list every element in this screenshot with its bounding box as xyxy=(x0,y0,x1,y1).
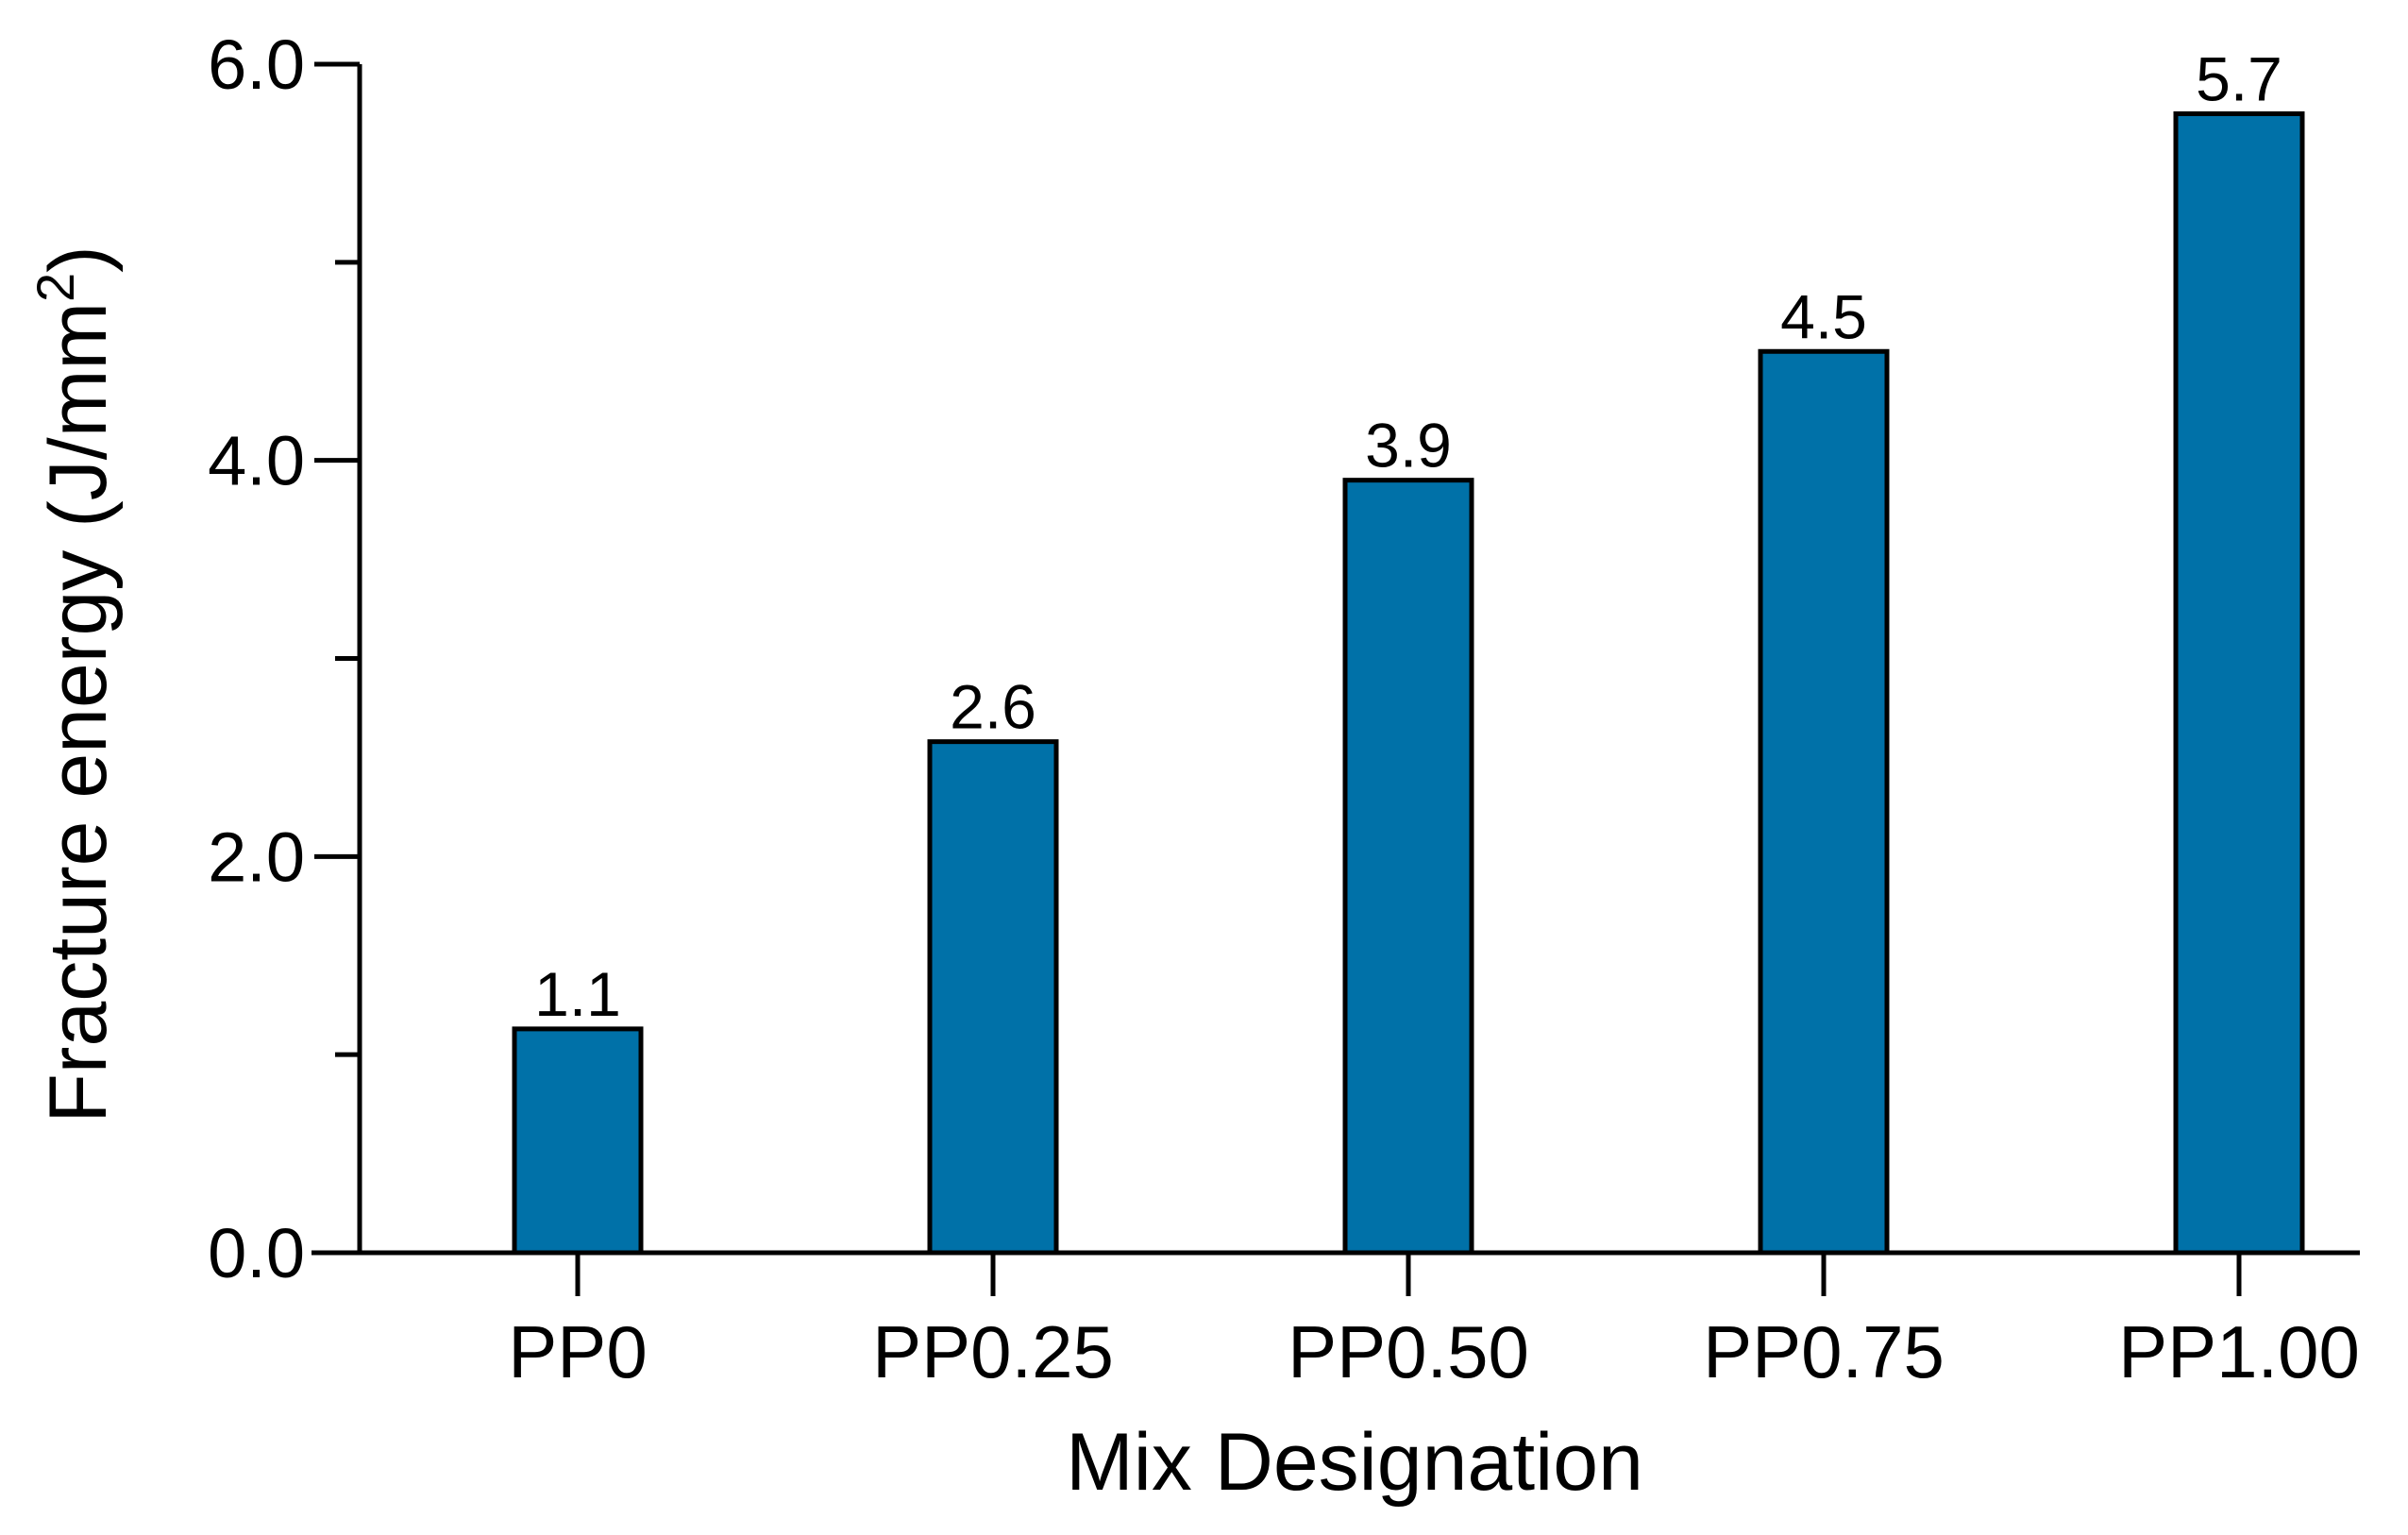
y-tick-label: 6.0 xyxy=(208,25,305,104)
value-label: 4.5 xyxy=(1780,281,1867,351)
y-axis-title-superscript: 2 xyxy=(25,273,85,302)
value-label: 1.1 xyxy=(534,959,621,1029)
x-tick-label: PP0.25 xyxy=(872,1310,1114,1393)
x-tick-label: PP1.00 xyxy=(2118,1310,2360,1393)
bar-pp1-00 xyxy=(2173,110,2305,1256)
bars-group xyxy=(512,110,2305,1256)
x-tick-label: PP0.75 xyxy=(1703,1310,1945,1393)
y-axis-title-close: ) xyxy=(33,245,124,273)
value-label: 5.7 xyxy=(2196,43,2282,113)
value-label: 3.9 xyxy=(1365,411,1452,481)
y-tick-label: 0.0 xyxy=(208,1214,305,1292)
bar-pp0-75 xyxy=(1758,348,1890,1256)
x-tick-label: PP0.50 xyxy=(1288,1310,1529,1393)
bar-pp0-25 xyxy=(927,739,1059,1256)
y-tick-label: 2.0 xyxy=(208,818,305,896)
bar-pp0 xyxy=(512,1026,644,1256)
value-labels-group: 1.1 2.6 3.9 4.5 5.7 xyxy=(534,43,2282,1028)
value-label: 2.6 xyxy=(950,672,1036,742)
x-tick-label: PP0 xyxy=(508,1310,647,1393)
y-axis-title-main: Fracture energy (J/mm xyxy=(33,302,124,1123)
x-axis-title: Mix Designation xyxy=(1066,1417,1643,1508)
y-tick-label: 4.0 xyxy=(208,422,305,500)
x-axis: PP0 PP0.25 PP0.50 PP0.75 PP1.00 xyxy=(312,1250,2360,1393)
y-axis: 0.0 2.0 4.0 6.0 xyxy=(208,25,362,1292)
y-axis-title: Fracture energy (J/mm2) xyxy=(25,245,124,1123)
bar-pp0-50 xyxy=(1342,478,1474,1256)
